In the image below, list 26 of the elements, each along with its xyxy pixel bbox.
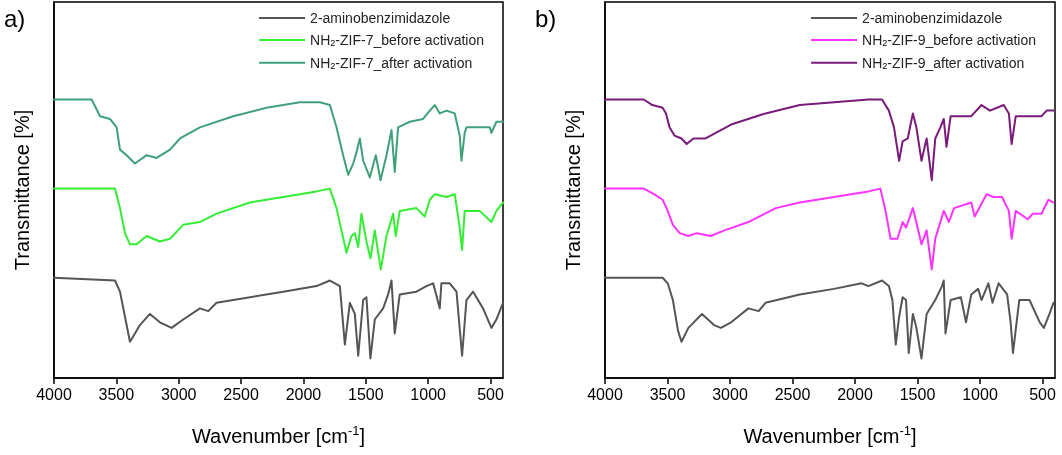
x-tick-label: 1500 xyxy=(899,385,936,403)
x-tick-label: 3500 xyxy=(649,385,686,403)
y-axis-title: Transmittance [%] xyxy=(562,109,584,271)
legend-label: NH2-ZIF-7_after activation xyxy=(310,54,473,71)
x-tick-label: 4000 xyxy=(587,385,623,403)
x-tick-label: 3000 xyxy=(712,385,748,403)
x-tick-label: 500 xyxy=(1029,385,1056,403)
legend-label: NH2-ZIF-9_after activation xyxy=(862,54,1025,71)
x-tick-label: 2500 xyxy=(223,385,259,403)
legend-label: 2-aminobenzimidazole xyxy=(862,10,1003,26)
text: a) xyxy=(4,4,26,32)
legend-label: NH2-ZIF-9_before activation xyxy=(862,32,1036,49)
x-tick-label: 2000 xyxy=(837,385,873,403)
x-tick-label: 1000 xyxy=(962,385,998,403)
x-tick-label: 2000 xyxy=(285,385,322,403)
legend-label: 2-aminobenzimidazole xyxy=(310,10,451,26)
x-tick-label: 4000 xyxy=(36,385,72,403)
x-tick-label: 2500 xyxy=(774,385,811,403)
x-tick-label: 500 xyxy=(477,385,504,403)
x-tick-label: 1000 xyxy=(410,385,447,403)
x-tick-label: 3500 xyxy=(98,385,135,403)
x-tick-label: 1500 xyxy=(348,385,384,403)
legend-label: NH2-ZIF-7_before activation xyxy=(310,32,484,49)
y-axis-title: Transmittance [%] xyxy=(11,109,33,271)
text: b) xyxy=(535,4,557,32)
x-tick-label: 3000 xyxy=(160,385,197,403)
